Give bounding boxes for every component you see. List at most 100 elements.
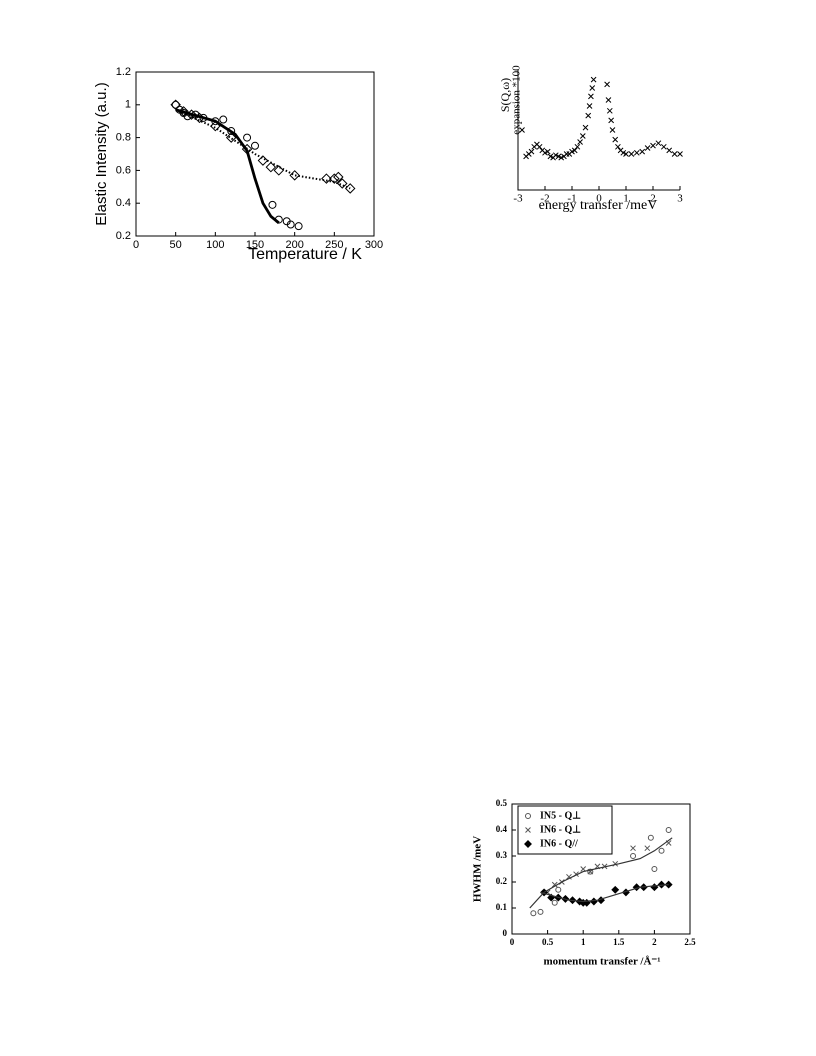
x-tick-label: 1.5	[613, 937, 625, 947]
cross-marker	[650, 142, 656, 149]
x-axis-label: momentum transfer /Å⁻¹	[543, 956, 660, 968]
y-tick-label: 0.2	[116, 230, 131, 242]
diamond-marker	[524, 840, 532, 848]
cross-marker	[582, 124, 589, 131]
diamond-marker	[257, 155, 269, 166]
circle-marker	[647, 834, 654, 841]
cross-marker	[590, 76, 597, 83]
x-tick-label: 0	[596, 193, 602, 205]
cross-marker	[644, 845, 651, 852]
x-tick-label: 1	[581, 937, 586, 947]
x-tick-label: 100	[206, 239, 224, 251]
cross-marker	[585, 112, 592, 119]
diamond-marker	[321, 173, 332, 184]
x-tick-label: 0.5	[542, 937, 554, 947]
cross-marker	[577, 139, 583, 145]
y-tick-label: 0.1	[496, 902, 508, 912]
circle-marker	[555, 886, 562, 893]
diamond-marker	[273, 165, 285, 176]
diamond-marker	[657, 880, 666, 889]
legend-box	[517, 805, 613, 855]
circle-marker	[530, 910, 537, 917]
cross-marker	[639, 148, 646, 155]
circle-marker	[219, 115, 228, 124]
cross-marker	[528, 148, 535, 155]
cross-marker	[604, 81, 610, 88]
y-tick-label: 0	[503, 928, 508, 938]
x-tick-label: 2.5	[684, 937, 696, 947]
x-tick-label: 250	[325, 239, 343, 251]
cross-marker	[605, 97, 612, 103]
diamond-marker	[265, 161, 277, 173]
y-tick-label: 0.5	[496, 798, 508, 808]
diamond-marker	[170, 99, 181, 111]
legend-label: IN6 - Q//	[540, 838, 578, 849]
cross-marker	[588, 93, 594, 100]
circle-marker	[251, 141, 259, 150]
cross-marker	[551, 881, 558, 888]
x-tick-label: -2	[540, 193, 549, 205]
y-axis-label: expansion *100	[511, 65, 523, 135]
cross-marker	[630, 845, 636, 852]
cross-marker	[677, 151, 683, 157]
cross-marker	[623, 151, 629, 157]
y-tick-label: 1.2	[116, 66, 131, 78]
diamond-marker	[611, 885, 620, 894]
cross-marker	[633, 149, 640, 156]
x-tick-label: 2	[650, 193, 656, 205]
x-axis-label: Temperature / K	[248, 246, 362, 263]
circle-marker	[243, 133, 252, 142]
x-tick-label: 200	[285, 239, 303, 251]
cross-marker	[644, 145, 651, 151]
y-tick-label: 0.4	[496, 824, 508, 834]
y-tick-label: 0.6	[116, 164, 131, 176]
circle-marker	[587, 868, 594, 875]
cross-marker	[586, 103, 593, 109]
cross-marker	[655, 140, 662, 147]
plot-axes	[517, 70, 680, 191]
circle-marker	[537, 908, 544, 915]
diamond-marker	[289, 170, 300, 181]
cross-marker	[612, 136, 619, 143]
circle-marker	[651, 866, 658, 872]
x-tick-label: 150	[246, 239, 264, 251]
circle-marker	[294, 222, 303, 231]
circle-marker	[658, 847, 665, 854]
fit-line	[175, 108, 280, 224]
cross-marker	[544, 148, 551, 155]
y-axis-label: HWHM /meV	[472, 836, 484, 902]
cross-marker	[608, 117, 615, 124]
cross-marker	[671, 151, 678, 157]
cross-marker	[579, 133, 586, 139]
cross-marker	[660, 143, 667, 150]
y-tick-label: 0.3	[496, 850, 508, 860]
cross-marker	[566, 873, 572, 880]
fit-line	[540, 884, 669, 903]
fit-line	[529, 837, 673, 909]
x-tick-label: 2	[652, 937, 657, 947]
x-tick-label: 300	[365, 239, 383, 251]
circle-marker	[171, 100, 180, 109]
cross-marker	[609, 127, 616, 133]
legend-label: IN5 - Q⊥	[540, 810, 581, 821]
cross-marker	[571, 147, 578, 154]
x-tick-label: -1	[567, 193, 576, 205]
cross-marker	[536, 143, 543, 150]
x-tick-label: 1	[623, 193, 629, 205]
fit-line	[175, 108, 351, 190]
cross-marker	[574, 143, 581, 150]
circle-marker	[551, 899, 558, 906]
plot-frame	[511, 803, 691, 935]
x-axis-label: energy transfer /meV	[539, 198, 658, 213]
x-tick-label: 3	[677, 193, 683, 205]
x-tick-label: 0	[510, 937, 515, 947]
cross-marker	[606, 107, 613, 114]
cross-marker	[615, 143, 621, 150]
y-tick-label: 0.4	[116, 197, 131, 209]
legend-label: IN6 - Q⊥	[540, 824, 581, 835]
x-tick-label: -3	[513, 193, 523, 205]
circle-marker	[268, 200, 277, 209]
cross-marker	[563, 151, 570, 157]
circle-marker	[525, 813, 531, 819]
